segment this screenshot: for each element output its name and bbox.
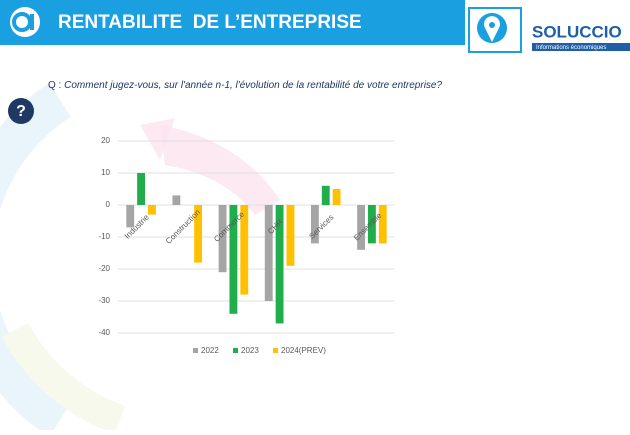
brand: SOLUCCIO bbox=[532, 22, 622, 41]
pin bbox=[483, 16, 500, 42]
y-tick-label: -10 bbox=[98, 232, 110, 241]
bar bbox=[126, 205, 135, 228]
bar bbox=[148, 205, 156, 215]
bg-arc bbox=[0, 83, 71, 435]
bar bbox=[357, 205, 365, 250]
bg-arrow bbox=[160, 125, 280, 215]
bar bbox=[264, 205, 273, 301]
bar bbox=[310, 205, 319, 244]
bar bbox=[367, 205, 376, 244]
legend-label: 2024(PREV) bbox=[281, 346, 326, 355]
y-tick-label: -40 bbox=[98, 328, 110, 337]
y-tick-label: 20 bbox=[101, 136, 110, 145]
question: Q : Comment jugez-vous, sur l'année n-1,… bbox=[48, 80, 442, 91]
y-tick-label: 0 bbox=[106, 200, 111, 209]
logo-mark bbox=[30, 14, 34, 30]
brand-tagline: Informations économiques bbox=[536, 45, 606, 51]
bar bbox=[332, 189, 341, 205]
y-tick-label: -30 bbox=[98, 296, 110, 305]
question-prefix: Q : bbox=[48, 80, 61, 91]
y-tick-label: 10 bbox=[101, 168, 110, 177]
bg-arc bbox=[1, 322, 126, 435]
help-circle[interactable] bbox=[8, 98, 34, 124]
header-title: RENTABILITE DE L’ENTREPRISE bbox=[58, 12, 362, 33]
bar bbox=[275, 205, 284, 324]
legend-label: 2022 bbox=[201, 346, 219, 355]
question-text: Comment jugez-vous, sur l'année n-1, l'é… bbox=[64, 80, 442, 91]
bar bbox=[378, 205, 387, 244]
legend-label: 2023 bbox=[241, 346, 259, 355]
legend-swatch bbox=[233, 348, 238, 353]
brand-band bbox=[532, 43, 630, 51]
bar bbox=[218, 205, 227, 273]
bar bbox=[321, 185, 330, 205]
bar bbox=[137, 173, 146, 205]
bar bbox=[229, 205, 238, 314]
legend-swatch bbox=[273, 348, 278, 353]
bar bbox=[240, 205, 249, 295]
legend-swatch bbox=[193, 348, 198, 353]
y-tick-label: -20 bbox=[98, 264, 110, 273]
pin-dot bbox=[489, 22, 495, 28]
bar bbox=[286, 205, 295, 266]
bar bbox=[194, 205, 203, 263]
help-icon[interactable]: ? bbox=[16, 103, 26, 120]
header-bar bbox=[0, 0, 465, 45]
bar bbox=[172, 195, 181, 205]
bg-arrow-head bbox=[140, 118, 175, 160]
